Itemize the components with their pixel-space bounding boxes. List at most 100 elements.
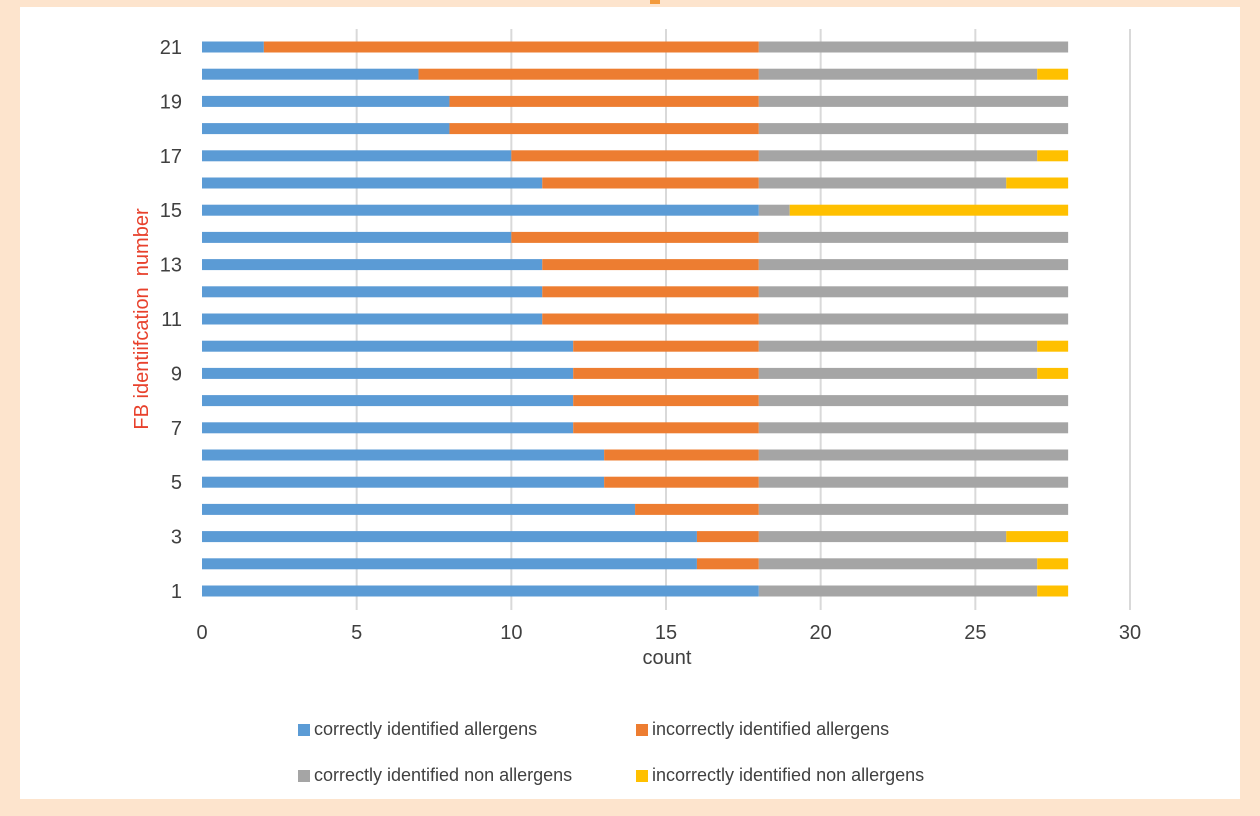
x-tick-30: 30 <box>1119 622 1141 644</box>
bar-fb21-series2 <box>263 41 759 53</box>
bar-fb2-series3 <box>758 558 1038 570</box>
bar-fb4-series2 <box>635 503 759 515</box>
legend-item: correctly identified allergens <box>298 719 537 740</box>
legend-swatch <box>298 723 310 736</box>
bar-fb10-series4 <box>1037 340 1069 352</box>
bar-fb13-series1 <box>202 259 543 271</box>
y-tick-17: 17 <box>160 146 182 168</box>
bar-fb19-series2 <box>449 95 759 107</box>
bar-fb18-series1 <box>202 123 450 135</box>
bar-fb12-series2 <box>542 286 759 298</box>
bar-fb13-series2 <box>542 259 759 271</box>
bar-fb15-series3 <box>758 204 790 216</box>
legend-label: incorrectly identified non allergens <box>652 765 925 785</box>
bar-fb14-series2 <box>511 231 759 243</box>
bar-fb11-series3 <box>758 313 1069 325</box>
bar-fb12-series3 <box>758 286 1069 298</box>
x-tick-15: 15 <box>655 622 677 644</box>
bar-fb21-series3 <box>758 41 1069 53</box>
bar-fb1-series1 <box>202 585 759 597</box>
legend-swatch <box>636 769 648 782</box>
bar-fb9-series2 <box>573 367 759 379</box>
x-tick-25: 25 <box>964 622 986 644</box>
bar-fb5-series1 <box>202 476 605 488</box>
x-tick-20: 20 <box>810 622 832 644</box>
bar-fb16-series1 <box>202 177 543 189</box>
bar-fb8-series2 <box>573 395 759 407</box>
x-tick-labels: 0 5 10 15 20 25 30 <box>196 622 1141 644</box>
bar-fb5-series3 <box>758 476 1069 488</box>
bar-fb21-series1 <box>202 41 264 53</box>
y-tick-21: 21 <box>160 37 182 59</box>
bar-fb12-series1 <box>202 286 543 298</box>
y-tick-13: 13 <box>160 255 182 277</box>
bar-fb10-series2 <box>573 340 759 352</box>
bar-fb1-series3 <box>758 585 1038 597</box>
bar-fb9-series1 <box>202 367 574 379</box>
legend-label: correctly identified non allergens <box>314 765 573 785</box>
bar-fb2-series2 <box>696 558 759 570</box>
x-tick-10: 10 <box>500 622 522 644</box>
bar-fb7-series2 <box>573 422 759 434</box>
bar-fb6-series3 <box>758 449 1069 461</box>
legend-row: correctly identified allergens incorrectl… <box>20 719 1240 743</box>
bar-fb9-series3 <box>758 367 1038 379</box>
bar-fb20-series4 <box>1037 68 1069 80</box>
y-tick-7: 7 <box>171 418 182 440</box>
legend-label: incorrectly identified allergens <box>652 719 890 739</box>
y-tick-5: 5 <box>171 472 182 494</box>
bar-fb15-series1 <box>202 204 759 216</box>
bar-fb6-series1 <box>202 449 605 461</box>
bar-fb16-series4 <box>1006 177 1069 189</box>
top-accent-mark <box>650 0 660 4</box>
bars <box>202 41 1069 597</box>
bar-fb2-series1 <box>202 558 697 570</box>
y-tick-3: 3 <box>171 527 182 549</box>
bar-fb3-series2 <box>696 531 759 543</box>
bar-fb20-series1 <box>202 68 419 80</box>
bar-fb10-series1 <box>202 340 574 352</box>
bar-fb4-series3 <box>758 503 1069 515</box>
y-tick-1: 1 <box>171 581 182 603</box>
bar-fb4-series1 <box>202 503 636 515</box>
bar-fb1-series4 <box>1037 585 1069 597</box>
x-axis-label: count <box>643 647 692 669</box>
bar-fb17-series3 <box>758 150 1038 162</box>
bar-fb16-series3 <box>758 177 1007 189</box>
bar-fb15-series4 <box>789 204 1069 216</box>
bar-fb13-series3 <box>758 259 1069 271</box>
bar-fb11-series2 <box>542 313 759 325</box>
bar-fb18-series3 <box>758 123 1069 135</box>
bar-fb7-series1 <box>202 422 574 434</box>
bar-fb6-series2 <box>604 449 759 461</box>
x-tick-5: 5 <box>351 622 362 644</box>
legend-row: correctly identified non allergens incorr… <box>20 765 1240 789</box>
bar-fb10-series3 <box>758 340 1038 352</box>
bar-fb18-series2 <box>449 123 759 135</box>
y-tick-9: 9 <box>171 363 182 385</box>
legend-item: incorrectly identified allergens <box>636 719 889 740</box>
bar-fb17-series2 <box>511 150 759 162</box>
y-axis-label: FB identiifcation number <box>131 208 153 430</box>
bar-fb9-series4 <box>1037 367 1069 379</box>
bar-fb17-series1 <box>202 150 512 162</box>
y-tick-11: 11 <box>161 309 182 331</box>
legend-item: correctly identified non allergens <box>298 765 572 786</box>
bar-fb20-series2 <box>418 68 759 80</box>
chart-frame: 0 5 10 15 20 25 30 1 3 5 7 9 11 13 15 17 19 21 count FB … <box>20 0 1240 799</box>
bar-fb16-series2 <box>542 177 759 189</box>
y-tick-19: 19 <box>160 91 182 113</box>
bar-fb3-series3 <box>758 531 1007 543</box>
legend-swatch <box>298 769 310 782</box>
legend-item: incorrectly identified non allergens <box>636 765 924 786</box>
bar-fb5-series2 <box>604 476 759 488</box>
bar-fb7-series3 <box>758 422 1069 434</box>
bar-fb8-series3 <box>758 395 1069 407</box>
bar-fb2-series4 <box>1037 558 1069 570</box>
bar-fb3-series4 <box>1006 531 1069 543</box>
bar-fb17-series4 <box>1037 150 1069 162</box>
bar-fb19-series1 <box>202 95 450 107</box>
bar-fb20-series3 <box>758 68 1038 80</box>
